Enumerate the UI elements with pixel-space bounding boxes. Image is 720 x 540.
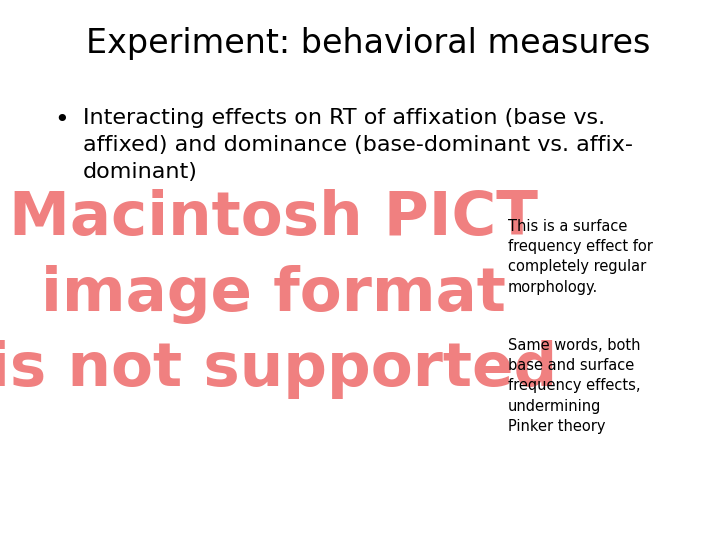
Text: •: • (54, 108, 68, 132)
Text: Macintosh PICT: Macintosh PICT (9, 189, 538, 248)
Text: Same words, both
base and surface
frequency effects,
undermining
Pinker theory: Same words, both base and surface freque… (508, 338, 640, 434)
Text: is not supported: is not supported (0, 340, 558, 400)
Text: This is a surface
frequency effect for
completely regular
morphology.: This is a surface frequency effect for c… (508, 219, 652, 295)
Text: image format: image format (41, 265, 506, 324)
Text: Experiment: behavioral measures: Experiment: behavioral measures (86, 27, 651, 60)
Text: Interacting effects on RT of affixation (base vs.
affixed) and dominance (base-d: Interacting effects on RT of affixation … (83, 108, 633, 183)
